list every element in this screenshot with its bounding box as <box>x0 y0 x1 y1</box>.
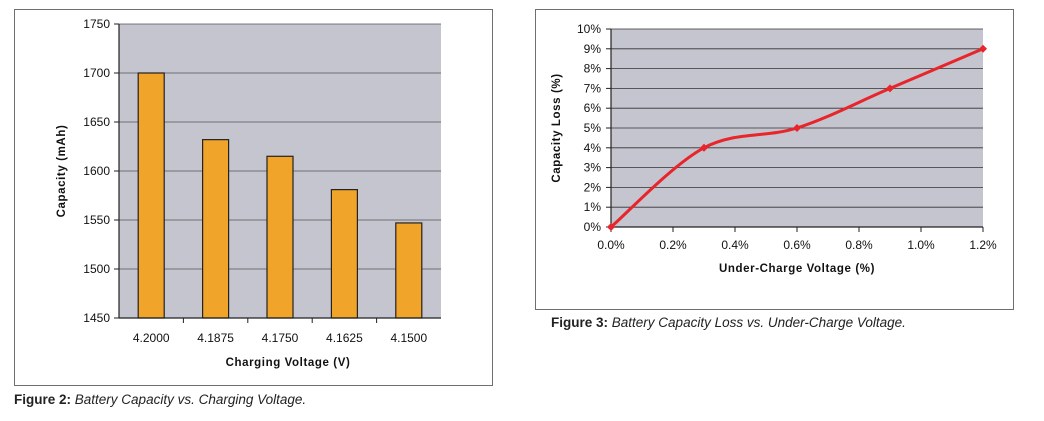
data-point-marker <box>700 143 708 152</box>
y-tick-label: 1600 <box>83 164 110 178</box>
bar <box>266 155 294 319</box>
x-tick-label: 1.2% <box>969 238 997 252</box>
x-tick-label: 1.0% <box>907 238 935 252</box>
y-tick-label: 1% <box>584 200 602 214</box>
bar <box>202 139 230 319</box>
data-point-marker <box>793 124 801 132</box>
y-axis-title: Capacity (mAh) <box>56 125 68 218</box>
line-chart-svg: 0% 1% 2% 3% 4% 5% 6% 7% 8% 9% 10% 0.0% 0.2% 0.4% 0.6% 0… <box>551 22 997 275</box>
x-tick-label: 4.1500 <box>390 331 427 345</box>
bar <box>137 72 165 319</box>
figure-3-caption: Figure 3: Battery Capacity Loss vs. Unde… <box>551 315 906 330</box>
y-tick-label: 1650 <box>83 115 110 129</box>
figure-2-text: Battery Capacity vs. Charging Voltage. <box>74 392 307 407</box>
figure-3-label: Figure 3: <box>551 315 609 330</box>
data-point-marker <box>979 44 987 53</box>
x-tick-label: 0.4% <box>721 238 749 252</box>
x-tick-label: 0.6% <box>783 238 811 252</box>
x-tick-label: 4.1875 <box>197 331 234 345</box>
y-tick-label: 4% <box>584 141 602 155</box>
y-tick-label: 2% <box>584 180 602 194</box>
y-tick-label: 7% <box>584 81 602 95</box>
capacity-bar-chart: 1450 1500 1550 1600 1650 1700 1750 4.2000 4.1875… <box>14 9 493 386</box>
y-tick-label: 1450 <box>83 311 110 325</box>
figure-3-text: Battery Capacity Loss vs. Under-Charge V… <box>611 315 906 330</box>
x-tick-label: 4.1625 <box>326 331 363 345</box>
y-axis-title: Capacity Loss (%) <box>551 73 563 182</box>
y-tick-label: 1700 <box>83 66 110 80</box>
x-axis-title: Charging Voltage (V) <box>226 357 351 369</box>
x-tick-label: 0.8% <box>845 238 873 252</box>
x-axis-title: Under-Charge Voltage (%) <box>719 263 875 275</box>
figure-2-caption: Figure 2: Battery Capacity vs. Charging … <box>14 392 306 407</box>
y-tick-label: 8% <box>584 62 602 76</box>
figure-2-label: Figure 2: <box>14 392 72 407</box>
y-tick-label: 0% <box>584 220 602 234</box>
x-tick-label: 0.2% <box>659 238 687 252</box>
y-tick-label: 1550 <box>83 213 110 227</box>
capacity-loss-line-chart: 0% 1% 2% 3% 4% 5% 6% 7% 8% 9% 10% 0.0% 0.2% 0.4% 0.6% 0… <box>535 9 1014 310</box>
bar-chart-svg: 1450 1500 1550 1600 1650 1700 1750 4.2000 4.1875… <box>56 17 441 369</box>
y-tick-label: 1500 <box>83 262 110 276</box>
y-tick-label: 6% <box>584 101 602 115</box>
y-tick-label: 5% <box>584 121 602 135</box>
bar <box>395 222 423 319</box>
y-tick-label: 9% <box>584 42 602 56</box>
data-point-marker <box>886 84 894 93</box>
y-tick-label: 3% <box>584 161 602 175</box>
x-tick-label: 4.2000 <box>133 331 170 345</box>
data-point-marker <box>607 223 615 231</box>
y-tick-label: 1750 <box>83 17 110 31</box>
y-tick-label: 10% <box>577 22 601 36</box>
bar <box>330 189 358 319</box>
x-tick-label: 0.0% <box>597 238 625 252</box>
x-tick-label: 4.1750 <box>262 331 299 345</box>
